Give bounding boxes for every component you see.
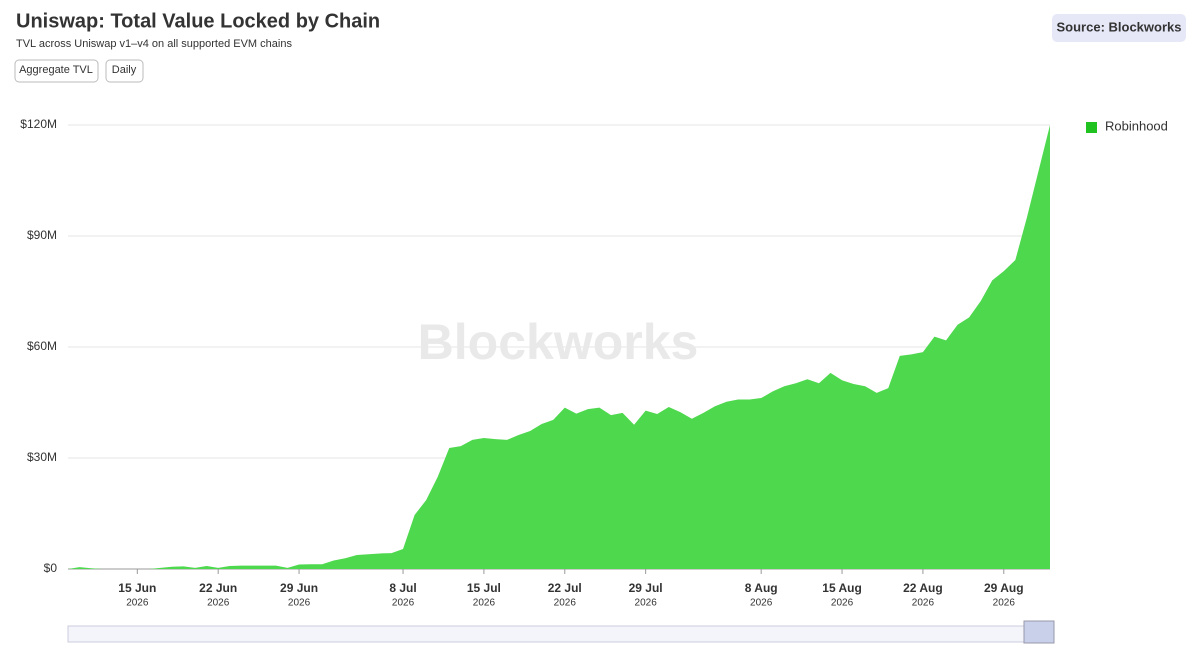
- watermark: Blockworks: [418, 314, 699, 370]
- x-tick-year: 2026: [912, 598, 935, 609]
- y-tick-label: $0: [44, 561, 58, 575]
- navigator[interactable]: [67, 625, 1055, 643]
- x-tick-label: 29 Jun: [280, 581, 318, 595]
- source-text[interactable]: Source: Blockworks: [1057, 19, 1182, 34]
- x-tick-year: 2026: [288, 598, 311, 609]
- button[interactable]: [14, 59, 99, 83]
- legend-swatch: [1086, 122, 1097, 133]
- x-tick-label: 15 Jul: [467, 581, 501, 595]
- x-tick-label: 22 Jun: [199, 581, 237, 595]
- source-badge[interactable]: [1052, 14, 1186, 42]
- area: [68, 125, 1050, 569]
- x-tick-year: 2026: [392, 598, 415, 609]
- y-tick-label: $120M: [20, 117, 57, 131]
- x-tick-year: 2026: [750, 598, 773, 609]
- y-tick-label: $60M: [27, 339, 57, 353]
- x-tick-year: 2026: [831, 598, 854, 609]
- x-tick-year: 2026: [207, 598, 230, 609]
- x-tick-year: 2026: [554, 598, 577, 609]
- x-tick-year: 2026: [126, 598, 149, 609]
- button-label[interactable]: Aggregate TVL: [19, 64, 93, 76]
- x-tick-year: 2026: [993, 598, 1016, 609]
- navigator-handle[interactable]: [1023, 620, 1055, 644]
- chart-title: Uniswap: Total Value Locked by Chain: [16, 10, 380, 32]
- y-tick-label: $30M: [27, 450, 57, 464]
- legend-label: Robinhood: [1105, 118, 1168, 133]
- x-tick-label: 15 Aug: [822, 581, 862, 595]
- y-tick-label: $90M: [27, 228, 57, 242]
- x-tick-year: 2026: [635, 598, 658, 609]
- x-tick-label: 22 Aug: [903, 581, 943, 595]
- x-tick-label: 22 Jul: [548, 581, 582, 595]
- x-tick-year: 2026: [473, 598, 496, 609]
- x-tick-label: 8 Jul: [389, 581, 416, 595]
- x-tick-label: 15 Jun: [118, 581, 156, 595]
- x-tick-label: 29 Jul: [629, 581, 663, 595]
- x-tick-label: 29 Aug: [984, 581, 1024, 595]
- button[interactable]: [105, 59, 144, 83]
- x-tick-label: 8 Aug: [745, 581, 778, 595]
- subtitle: TVL across Uniswap v1–v4 on all supporte…: [16, 38, 292, 50]
- button-label[interactable]: Daily: [112, 64, 137, 76]
